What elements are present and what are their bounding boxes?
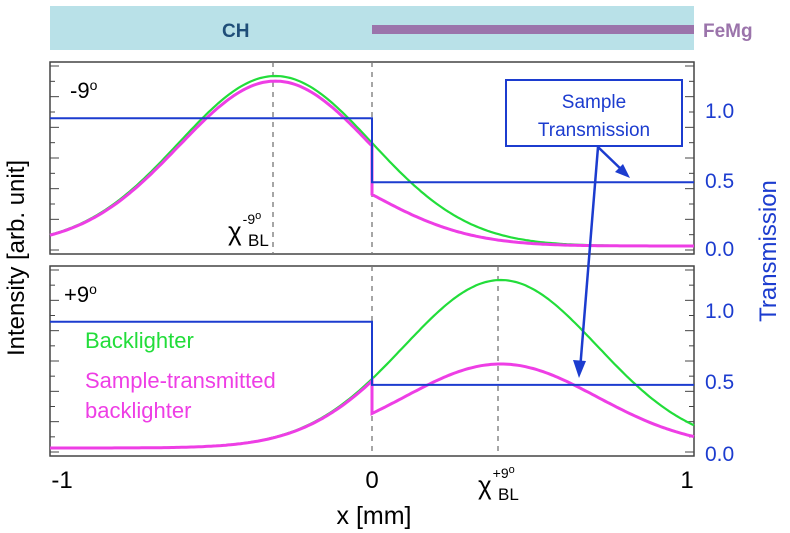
legend-backlighter: Backlighter [85,328,194,353]
left-axis-label: Intensity [arb. unit] [3,160,30,356]
bottom-right-tick-1-0: 1.0 [705,300,734,323]
femg-layer-bar [372,25,694,34]
sample-transmission-line1: Sample [562,92,626,113]
sample-transmission-line2: Transmission [538,120,650,141]
bottom-right-tick-0-5: 0.5 [705,371,734,394]
x-tick-1: 1 [680,467,693,494]
x-tick-0: 0 [365,467,378,494]
bottom-angle-label: +9o [64,281,97,307]
sample-transmission-box [505,79,683,147]
top-left-ticks [50,65,59,251]
top-angle-label: -9o [70,77,98,103]
arrowhead-top [615,164,630,178]
bottom-transmission-step [50,320,694,386]
top-chi-bl-label: χ-9o BL [228,210,269,250]
legend-transmitted-line1: Sample-transmitted [85,368,276,393]
bottom-panel: +9o Backlighter Sample-transmitted backl… [49,265,695,457]
bottom-chi-bl-label: χ+9o BL [478,464,519,504]
top-right-ticks [685,65,694,251]
bottom-right-tick-0-0: 0.0 [705,443,734,466]
top-transmission-step [50,117,694,184]
x-tick-neg1: -1 [51,467,72,494]
annotation-arrows [573,146,630,378]
right-tick-labels: 1.0 0.5 0.0 1.0 0.5 0.0 [705,100,734,466]
top-right-tick-1-0: 1.0 [705,100,734,123]
ch-label: CH [222,21,249,42]
femg-label: FeMg [703,21,753,42]
x-axis-label: x [mm] [337,502,412,530]
bottom-transmitted-curve [50,362,695,450]
right-axis-label: Transmission [755,180,782,322]
legend-transmitted-line2: backlighter [85,398,191,423]
top-right-tick-0-0: 0.0 [705,238,734,261]
top-right-tick-0-5: 0.5 [705,170,734,193]
bottom-left-ticks [50,269,59,453]
arrow-to-bottom-step [578,146,600,371]
arrowhead-bottom [573,360,586,378]
top-panel: -9o χ-9o BL [49,61,695,255]
